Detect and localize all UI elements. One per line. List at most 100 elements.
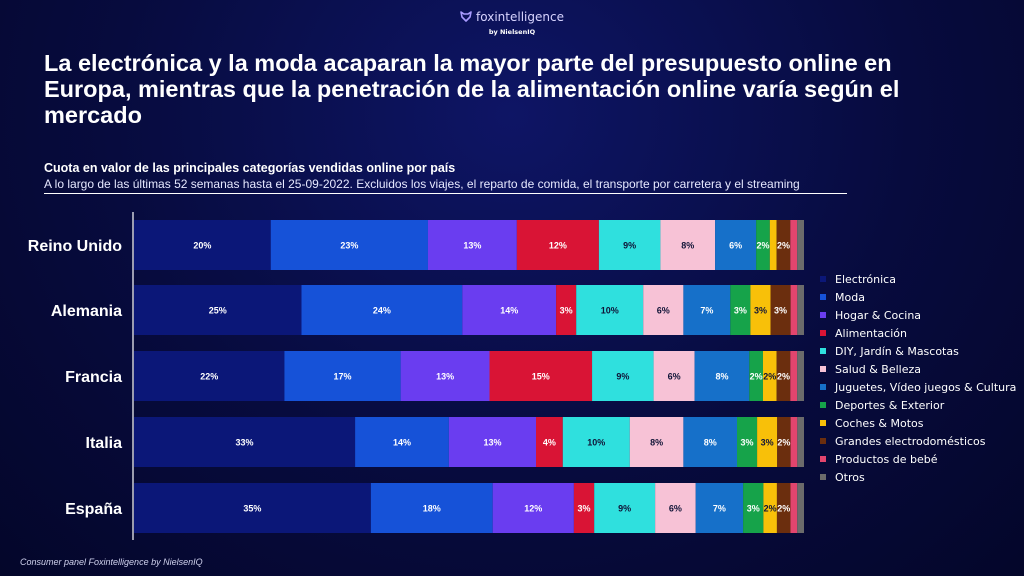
legend-label: Grandes electrodomésticos	[835, 434, 986, 448]
y-axis-label: Francia	[65, 369, 122, 386]
bar-segment	[694, 351, 750, 401]
bar-segment	[790, 483, 798, 533]
data-label: 3%	[734, 306, 747, 316]
bar-segment	[762, 351, 777, 401]
bar-segment	[797, 351, 804, 401]
bar-segment	[715, 220, 757, 270]
data-label: 13%	[436, 372, 454, 382]
bar-segment	[629, 417, 684, 467]
data-label: 7%	[700, 306, 713, 316]
bar-segment	[556, 285, 577, 335]
data-label: 18%	[423, 504, 441, 514]
bar-segment	[797, 285, 804, 335]
data-label: 6%	[729, 241, 742, 251]
legend-swatch	[820, 366, 826, 372]
bar-segment	[763, 483, 777, 533]
bar-segment	[750, 285, 771, 335]
bar-segment	[769, 220, 777, 270]
bar-segment	[301, 285, 463, 335]
bar-segment	[797, 220, 804, 270]
bar-segment	[743, 483, 764, 533]
bar-segment	[134, 483, 371, 533]
data-label: 13%	[463, 241, 481, 251]
legend-swatch	[820, 312, 826, 318]
legend-label: DIY, Jardín & Mascotas	[835, 344, 959, 358]
data-label: 10%	[587, 438, 605, 448]
page-title: La electrónica y la moda acaparan la may…	[44, 50, 900, 128]
legend-item: Grandes electrodomésticos	[820, 432, 1016, 450]
bar-segment	[683, 417, 737, 467]
data-label: 9%	[623, 241, 636, 251]
data-label: 3%	[747, 504, 760, 514]
bar-segment	[756, 220, 770, 270]
data-label: 9%	[618, 504, 631, 514]
legend-item: Productos de bebé	[820, 450, 1016, 468]
legend-swatch	[820, 276, 826, 282]
data-label: 14%	[393, 438, 411, 448]
data-label: 33%	[236, 438, 254, 448]
bar-segment	[576, 285, 644, 335]
data-label: 9%	[616, 372, 629, 382]
y-axis-label: Italia	[86, 435, 123, 452]
bar-segment	[284, 351, 401, 401]
bar-segment	[797, 483, 804, 533]
legend-item: DIY, Jardín & Mascotas	[820, 342, 1016, 360]
legend-label: Coches & Motos	[835, 416, 924, 430]
legend-label: Deportes & Exterior	[835, 398, 945, 412]
legend-item: Coches & Motos	[820, 414, 1016, 432]
data-label: 7%	[713, 504, 726, 514]
bar-segment	[797, 417, 804, 467]
bar-segment	[370, 483, 493, 533]
legend-swatch	[820, 294, 826, 300]
chart-legend: Electrónica Moda Hogar & Cocina Alimentació…	[820, 270, 1016, 486]
brand-name: foxintelligence	[476, 9, 564, 24]
data-label: 8%	[681, 241, 694, 251]
bar-segment	[776, 483, 791, 533]
data-label: 2%	[756, 241, 769, 251]
legend-label: Salud & Belleza	[835, 362, 922, 376]
data-label: 2%	[764, 504, 777, 514]
bar-segment	[790, 220, 798, 270]
legend-label: Juguetes, Vídeo juegos & Cultura	[835, 380, 1017, 394]
data-label: 35%	[243, 504, 261, 514]
bar-segment	[790, 417, 798, 467]
y-axis-label: Alemania	[51, 303, 122, 320]
legend-swatch	[820, 402, 826, 408]
legend-item: Deportes & Exterior	[820, 396, 1016, 414]
source-note: Consumer panel Foxintelligence by Nielse…	[20, 557, 203, 567]
legend-label: Alimentación	[835, 326, 907, 340]
legend-swatch	[820, 474, 826, 480]
data-label: 2%	[777, 241, 790, 251]
y-axis-label: Reino Unido	[28, 238, 122, 255]
bar-segment	[730, 285, 751, 335]
bar-segment	[489, 351, 593, 401]
data-label: 8%	[715, 372, 728, 382]
bar-segment	[594, 483, 656, 533]
bar-segment	[655, 483, 696, 533]
data-label: 2%	[777, 438, 790, 448]
legend-item: Otros	[820, 468, 1016, 486]
bar-segment	[737, 417, 758, 467]
legend-item: Salud & Belleza	[820, 360, 1016, 378]
bar-segment	[790, 285, 798, 335]
legend-item: Hogar & Cocina	[820, 306, 1016, 324]
bar-segment	[562, 417, 630, 467]
legend-item: Juguetes, Vídeo juegos & Cultura	[820, 378, 1016, 396]
data-label: 8%	[704, 438, 717, 448]
data-label: 17%	[334, 372, 352, 382]
bar-segment	[448, 417, 536, 467]
bar-segment	[790, 351, 798, 401]
data-label: 25%	[209, 306, 227, 316]
bar-segment	[355, 417, 449, 467]
bar-segment	[134, 351, 285, 401]
legend-label: Electrónica	[835, 272, 896, 286]
data-label: 6%	[657, 306, 670, 316]
data-label: 13%	[483, 438, 501, 448]
data-label: 8%	[650, 438, 663, 448]
legend-item: Moda	[820, 288, 1016, 306]
legend-swatch	[820, 438, 826, 444]
data-label: 2%	[777, 372, 790, 382]
data-label: 10%	[601, 306, 619, 316]
legend-swatch	[820, 384, 826, 390]
data-label: 24%	[373, 306, 391, 316]
